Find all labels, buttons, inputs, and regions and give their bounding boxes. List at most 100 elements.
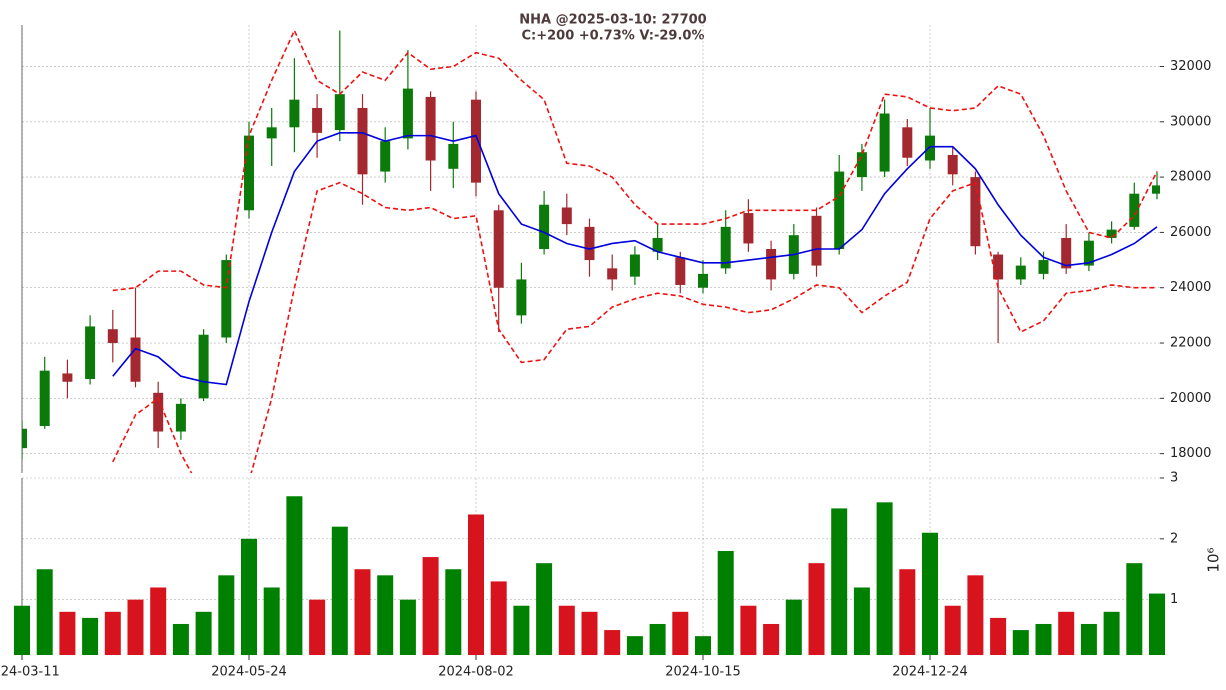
volume-bar xyxy=(831,508,848,655)
candle-body xyxy=(380,141,391,172)
volume-bar xyxy=(36,569,53,655)
x-tick-label: 2024-12-24 xyxy=(892,665,968,680)
candle-body xyxy=(1061,237,1072,269)
candle-body xyxy=(516,279,527,316)
volume-bar xyxy=(1012,630,1029,655)
volume-bar xyxy=(944,605,961,655)
candle-body xyxy=(856,152,867,178)
y-tick-label: 22000 xyxy=(1170,336,1211,351)
volume-bar xyxy=(82,617,99,655)
x-tick-label: 2024-03-11 xyxy=(0,665,60,680)
candle-body xyxy=(1129,193,1140,227)
candle-body xyxy=(766,249,777,280)
volume-bar xyxy=(59,611,76,655)
candle-body xyxy=(221,260,232,338)
volume-bar xyxy=(990,617,1007,655)
volume-bar xyxy=(922,532,938,655)
candle-body xyxy=(153,392,164,432)
candle-body xyxy=(1106,229,1117,238)
chart-title: NHA @2025-03-10: 27700 xyxy=(519,13,706,28)
volume-bar xyxy=(354,569,371,655)
candle-body xyxy=(1038,260,1049,274)
volume-bar xyxy=(899,569,916,655)
volume-bar xyxy=(14,605,30,655)
y-tick-label: 18000 xyxy=(1170,446,1211,461)
candle-body xyxy=(720,226,731,269)
volume-bar xyxy=(536,563,553,655)
y-tick-label: 32000 xyxy=(1170,59,1211,74)
x-tick-label: 2024-08-02 xyxy=(438,665,514,680)
candle-body xyxy=(425,96,436,161)
volume-bar xyxy=(104,611,121,655)
candle-body xyxy=(493,210,504,288)
volume-axis-label: 10⁶ xyxy=(1205,547,1223,572)
candle-body xyxy=(993,254,1004,280)
y-tick-label: 3 xyxy=(1170,471,1178,486)
volume-bar xyxy=(785,599,802,655)
candle-body xyxy=(902,127,913,158)
volume-bar xyxy=(127,599,144,655)
volume-bar xyxy=(1058,611,1075,655)
volume-bar xyxy=(331,526,348,655)
volume-bar xyxy=(672,611,689,655)
volume-bar xyxy=(445,569,462,655)
band-line xyxy=(112,28,1158,292)
candle-body xyxy=(130,337,141,382)
volume-bar xyxy=(309,599,326,655)
volume-bar xyxy=(241,538,257,655)
candle-body xyxy=(175,403,186,432)
volume-bar xyxy=(1149,593,1165,655)
candle-body xyxy=(1015,265,1026,280)
volume-bar xyxy=(1080,623,1097,655)
candle-body xyxy=(334,94,345,131)
candle-body xyxy=(448,143,459,169)
volume-bar xyxy=(195,611,212,655)
volume-bar xyxy=(468,514,484,655)
candle-body xyxy=(266,127,277,139)
y-tick-label: 20000 xyxy=(1170,391,1211,406)
y-tick-label: 28000 xyxy=(1170,170,1211,185)
x-tick-label: 2024-05-24 xyxy=(211,665,287,680)
candle-body xyxy=(402,88,413,139)
volume-bar xyxy=(490,581,507,655)
volume-bar xyxy=(286,496,303,655)
volume-bar xyxy=(399,599,416,655)
candle-body xyxy=(675,257,686,285)
candle-body xyxy=(312,107,323,133)
volume-bar xyxy=(967,575,984,655)
candle-body xyxy=(1152,185,1160,194)
volume-bar xyxy=(513,605,530,655)
volume-bar xyxy=(1035,623,1052,655)
y-tick-label: 24000 xyxy=(1170,280,1211,295)
candle-body xyxy=(244,135,254,211)
candle-body xyxy=(811,215,822,266)
candle-body xyxy=(471,99,481,183)
candle-body xyxy=(289,99,300,128)
candle-body xyxy=(743,213,754,244)
volume-bar xyxy=(1126,563,1143,655)
volume-bar xyxy=(150,587,167,655)
volume-bar xyxy=(695,636,711,655)
candle-body xyxy=(947,154,958,175)
candle-body xyxy=(925,135,935,161)
candle-body xyxy=(107,329,118,344)
candle-body xyxy=(22,428,27,449)
volume-bar xyxy=(263,587,280,655)
candle-body xyxy=(198,334,209,399)
y-tick-label: 26000 xyxy=(1170,225,1211,240)
volume-bar xyxy=(1103,611,1120,655)
volume-bar xyxy=(740,605,757,655)
band-line xyxy=(112,181,1157,473)
candle-body xyxy=(62,373,73,382)
volume-bar xyxy=(558,605,575,655)
volume-bar xyxy=(172,623,189,655)
volume-bar xyxy=(604,630,621,655)
candle-body xyxy=(607,268,618,280)
candle-body xyxy=(357,107,368,175)
y-tick-label: 1 xyxy=(1170,592,1178,607)
candle-body xyxy=(85,326,96,379)
volume-bar xyxy=(649,623,666,655)
volume-bar xyxy=(876,502,893,655)
